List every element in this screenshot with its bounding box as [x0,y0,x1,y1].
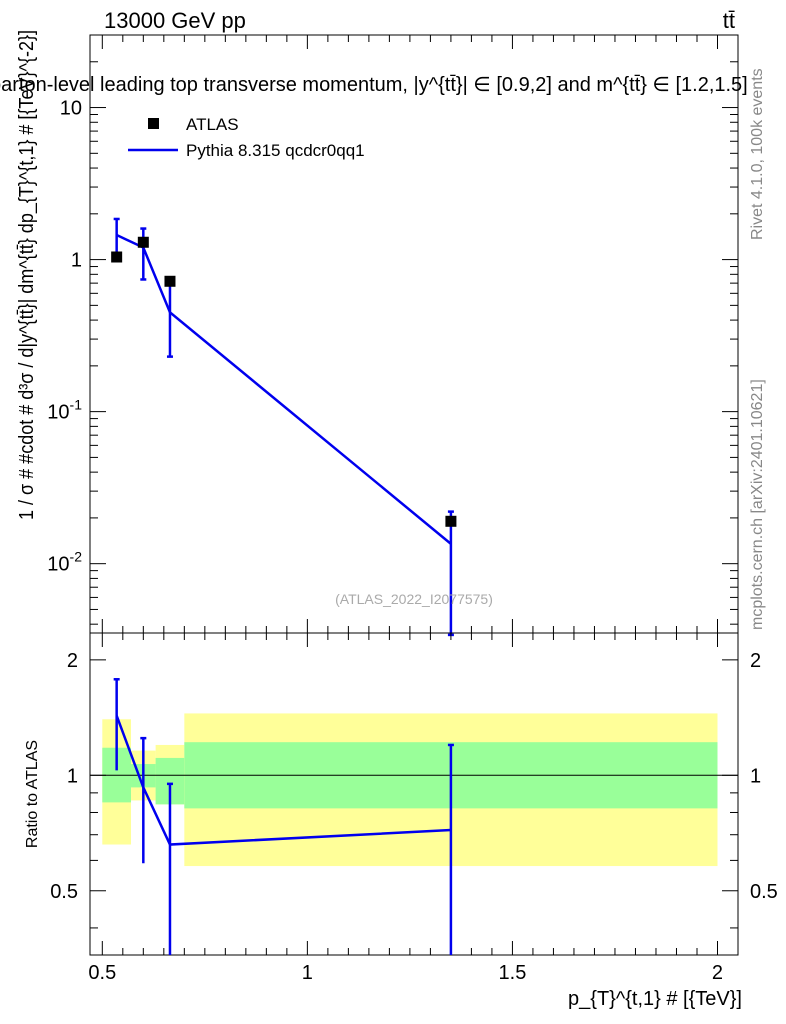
ratio-panel: 0.5 1 1.5 2 0.5 0.5 1 1 2 2 Ratio to ATLAS p_{T}^{t… [24,632,778,1010]
energy-label: 13000 GeV pp [104,8,246,33]
main-y-axis-label: 1 / σ # #cdot # d³σ / d|y^{tt̄}| dm^{tt̄… [16,30,38,520]
x-axis-label: p_{T}^{t,1} # [{TeV}] [568,988,742,1010]
atlas-data-point [164,275,176,287]
ratio-y-tick-label-right: 0.5 [750,881,778,903]
watermark: (ATLAS_2022_I2077575) [335,591,493,607]
mcplots-label: mcplots.cern.ch [arXiv:2401.10621] [749,379,766,630]
ratio-y-tick-label-left: 2 [67,650,78,672]
mc-line-ratio [115,715,451,846]
mc-line-main [116,233,452,545]
main-panel: 10-2 10-1 1 10 ATLAS Pythia 8.315 qcdcr0qq1 (A… [16,30,739,637]
ratio-frame [89,632,739,956]
main-y-tick-label: 10-2 [47,549,82,576]
process-label: tt̄ [723,8,735,33]
ratio-y-tick-label-left: 1 [67,765,78,787]
x-tick-label: 1 [302,962,313,984]
plot-title: parton-level leading top transverse mome… [0,74,748,96]
main-y-tick-label: 10-1 [47,397,82,424]
x-tick-label: 1.5 [499,962,527,984]
ratio-y-tick-label-left: 0.5 [50,881,78,903]
x-tick-label: 2 [712,962,723,984]
atlas-data-point [111,251,123,263]
atlas-data-point [445,515,457,527]
main-y-tick-label: 1 [71,250,82,272]
legend-atlas-marker [148,118,159,129]
legend-mc-label: Pythia 8.315 qcdcr0qq1 [186,141,365,160]
ratio-y-tick-label-right: 1 [750,765,761,787]
legend-atlas-label: ATLAS [186,115,239,134]
ratio-y-axis-label: Ratio to ATLAS [24,740,41,848]
atlas-data-point [137,236,149,248]
ratio-y-tick-label-right: 2 [750,650,761,672]
rivet-label: Rivet 4.1.0, 100k events [749,68,766,240]
x-tick-label: 0.5 [88,962,116,984]
main-y-tick-label: 10 [60,98,82,120]
